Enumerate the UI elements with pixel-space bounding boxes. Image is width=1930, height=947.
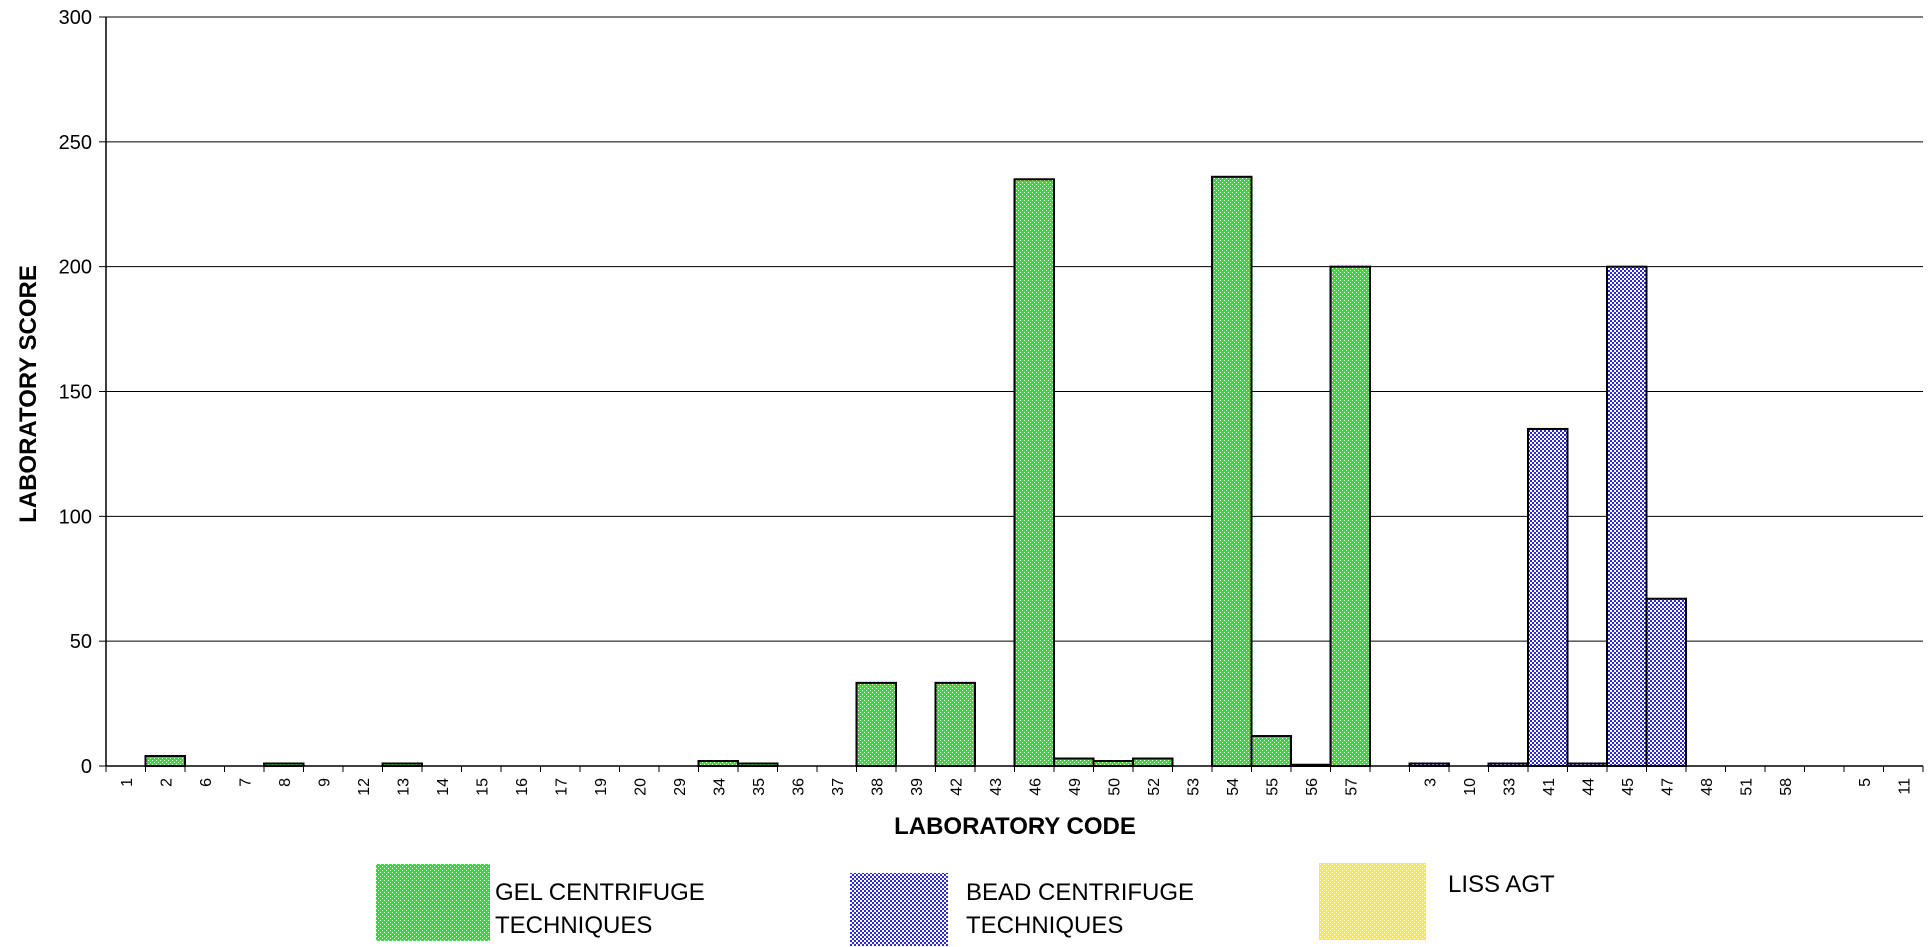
x-tick-label: 16 — [514, 778, 531, 796]
bar-bead — [1645, 597, 1687, 767]
x-tick-label: 49 — [1067, 778, 1084, 796]
x-tick-label: 7 — [237, 778, 254, 787]
x-tick-label: 14 — [435, 778, 452, 796]
x-tick-label: 11 — [1896, 778, 1913, 795]
x-tick-label: 9 — [316, 778, 333, 787]
x-tick-label: 1 — [119, 778, 136, 787]
legend-label-bead-line2: TECHNIQUES — [966, 912, 1123, 939]
x-tick-label: 29 — [672, 778, 689, 796]
x-tick-label: 43 — [988, 778, 1005, 796]
x-tick-label: 55 — [1264, 778, 1281, 796]
bar-gel — [1211, 175, 1253, 767]
x-tick-label: 54 — [1225, 778, 1242, 796]
y-axis-label: LABORATORY SCORE — [15, 265, 42, 523]
legend: GEL CENTRIFUGE TECHNIQUES BEAD CENTRIFUG… — [376, 863, 1555, 946]
legend-label-liss: LISS AGT — [1448, 871, 1555, 898]
bar-gel — [1250, 735, 1292, 767]
x-tick-label: 45 — [1620, 778, 1637, 796]
bar-gel — [855, 681, 897, 768]
x-tick-label: 46 — [1027, 778, 1044, 796]
x-tick-label: 39 — [909, 778, 926, 796]
x-tick-label: 13 — [395, 778, 412, 796]
x-tick-label: 41 — [1541, 778, 1558, 796]
x-tick-label: 48 — [1699, 778, 1716, 796]
x-tick-label: 3 — [1422, 778, 1439, 787]
bar-gel — [1013, 178, 1055, 768]
y-tick-labels: 0 50 100 150 200 250 300 — [59, 7, 106, 778]
x-tick-label: 51 — [1738, 778, 1755, 796]
y-tick-label: 200 — [59, 257, 92, 279]
legend-swatch-gel — [376, 864, 490, 941]
x-tick-label: 19 — [593, 778, 610, 796]
x-tick-label: 44 — [1580, 778, 1597, 796]
x-tick-label: 17 — [553, 778, 570, 796]
y-tick-label: 150 — [59, 382, 92, 404]
legend-swatch-liss — [1319, 863, 1426, 940]
x-tick-label: 38 — [869, 778, 886, 796]
x-tick-label: 53 — [1185, 778, 1202, 796]
x-axis-label: LABORATORY CODE — [894, 813, 1136, 840]
x-tick-label: 47 — [1659, 778, 1676, 796]
bar-gel — [1053, 757, 1095, 768]
x-tick-label: 57 — [1343, 778, 1360, 796]
x-tick-label: 5 — [1857, 778, 1874, 787]
x-tick-label: 56 — [1304, 778, 1321, 796]
bars — [144, 175, 1687, 768]
x-tick-label: 15 — [474, 778, 491, 796]
x-tick-label: 33 — [1501, 778, 1518, 796]
x-tick-label: 35 — [751, 778, 768, 796]
y-tick-label: 300 — [59, 7, 92, 29]
legend-label-gel-line2: TECHNIQUES — [495, 912, 652, 939]
bar-gel — [1329, 265, 1371, 767]
x-tick-label: 34 — [711, 778, 728, 796]
y-tick-label: 250 — [59, 132, 92, 154]
x-tick-label: 12 — [356, 778, 373, 796]
x-tick-label: 42 — [948, 778, 965, 796]
x-tick-labels: 1 2 6 7 8 9 12 13 14 15 16 17 19 20 29 34 35 36 37 38 39 42 43… — [105, 766, 1924, 796]
x-tick-label: 50 — [1106, 778, 1123, 796]
x-tick-label: 10 — [1462, 778, 1479, 796]
bar-gel — [934, 681, 976, 768]
x-tick-label: 20 — [632, 778, 649, 796]
x-tick-label: 36 — [790, 778, 807, 796]
y-tick-label: 50 — [70, 631, 92, 653]
x-tick-label: 58 — [1778, 778, 1795, 796]
x-tick-label: 52 — [1146, 778, 1163, 796]
bar-gel — [1132, 757, 1174, 768]
x-tick-label: 2 — [158, 778, 175, 787]
y-tick-label: 100 — [59, 506, 92, 528]
legend-label-gel-line1: GEL CENTRIFUGE — [495, 879, 705, 906]
x-tick-label: 6 — [198, 778, 215, 787]
x-tick-label: 8 — [277, 778, 294, 787]
bar-gel — [144, 755, 186, 767]
legend-label-bead-line1: BEAD CENTRIFUGE — [966, 879, 1194, 906]
y-tick-label: 0 — [81, 756, 92, 778]
legend-swatch-bead — [850, 873, 948, 946]
bar-bead — [1527, 427, 1569, 767]
bar-bead — [1606, 265, 1648, 767]
x-tick-label: 37 — [830, 778, 847, 796]
